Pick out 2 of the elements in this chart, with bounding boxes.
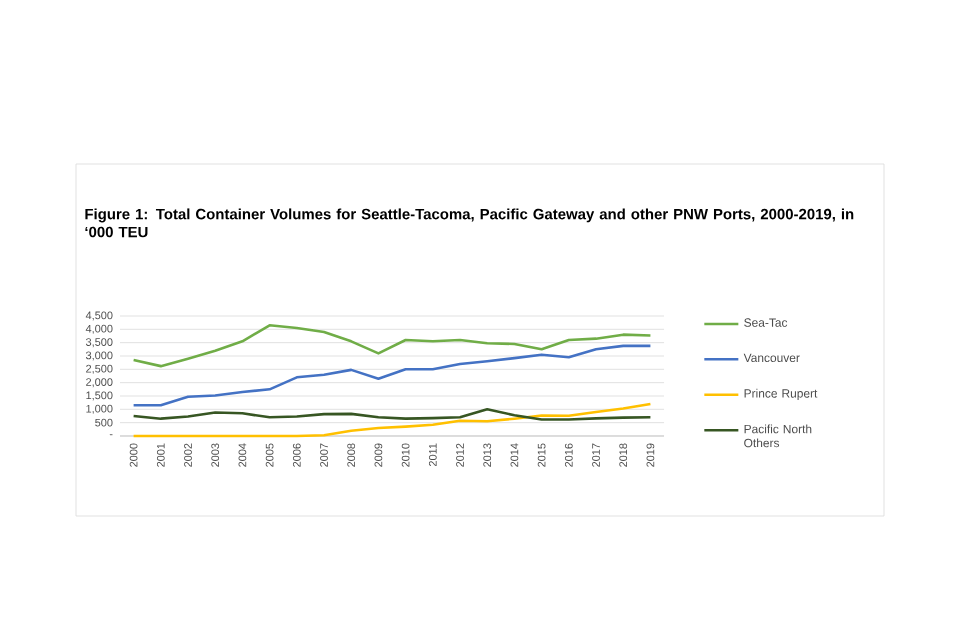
line-series [132,324,652,368]
line-series [132,344,652,407]
